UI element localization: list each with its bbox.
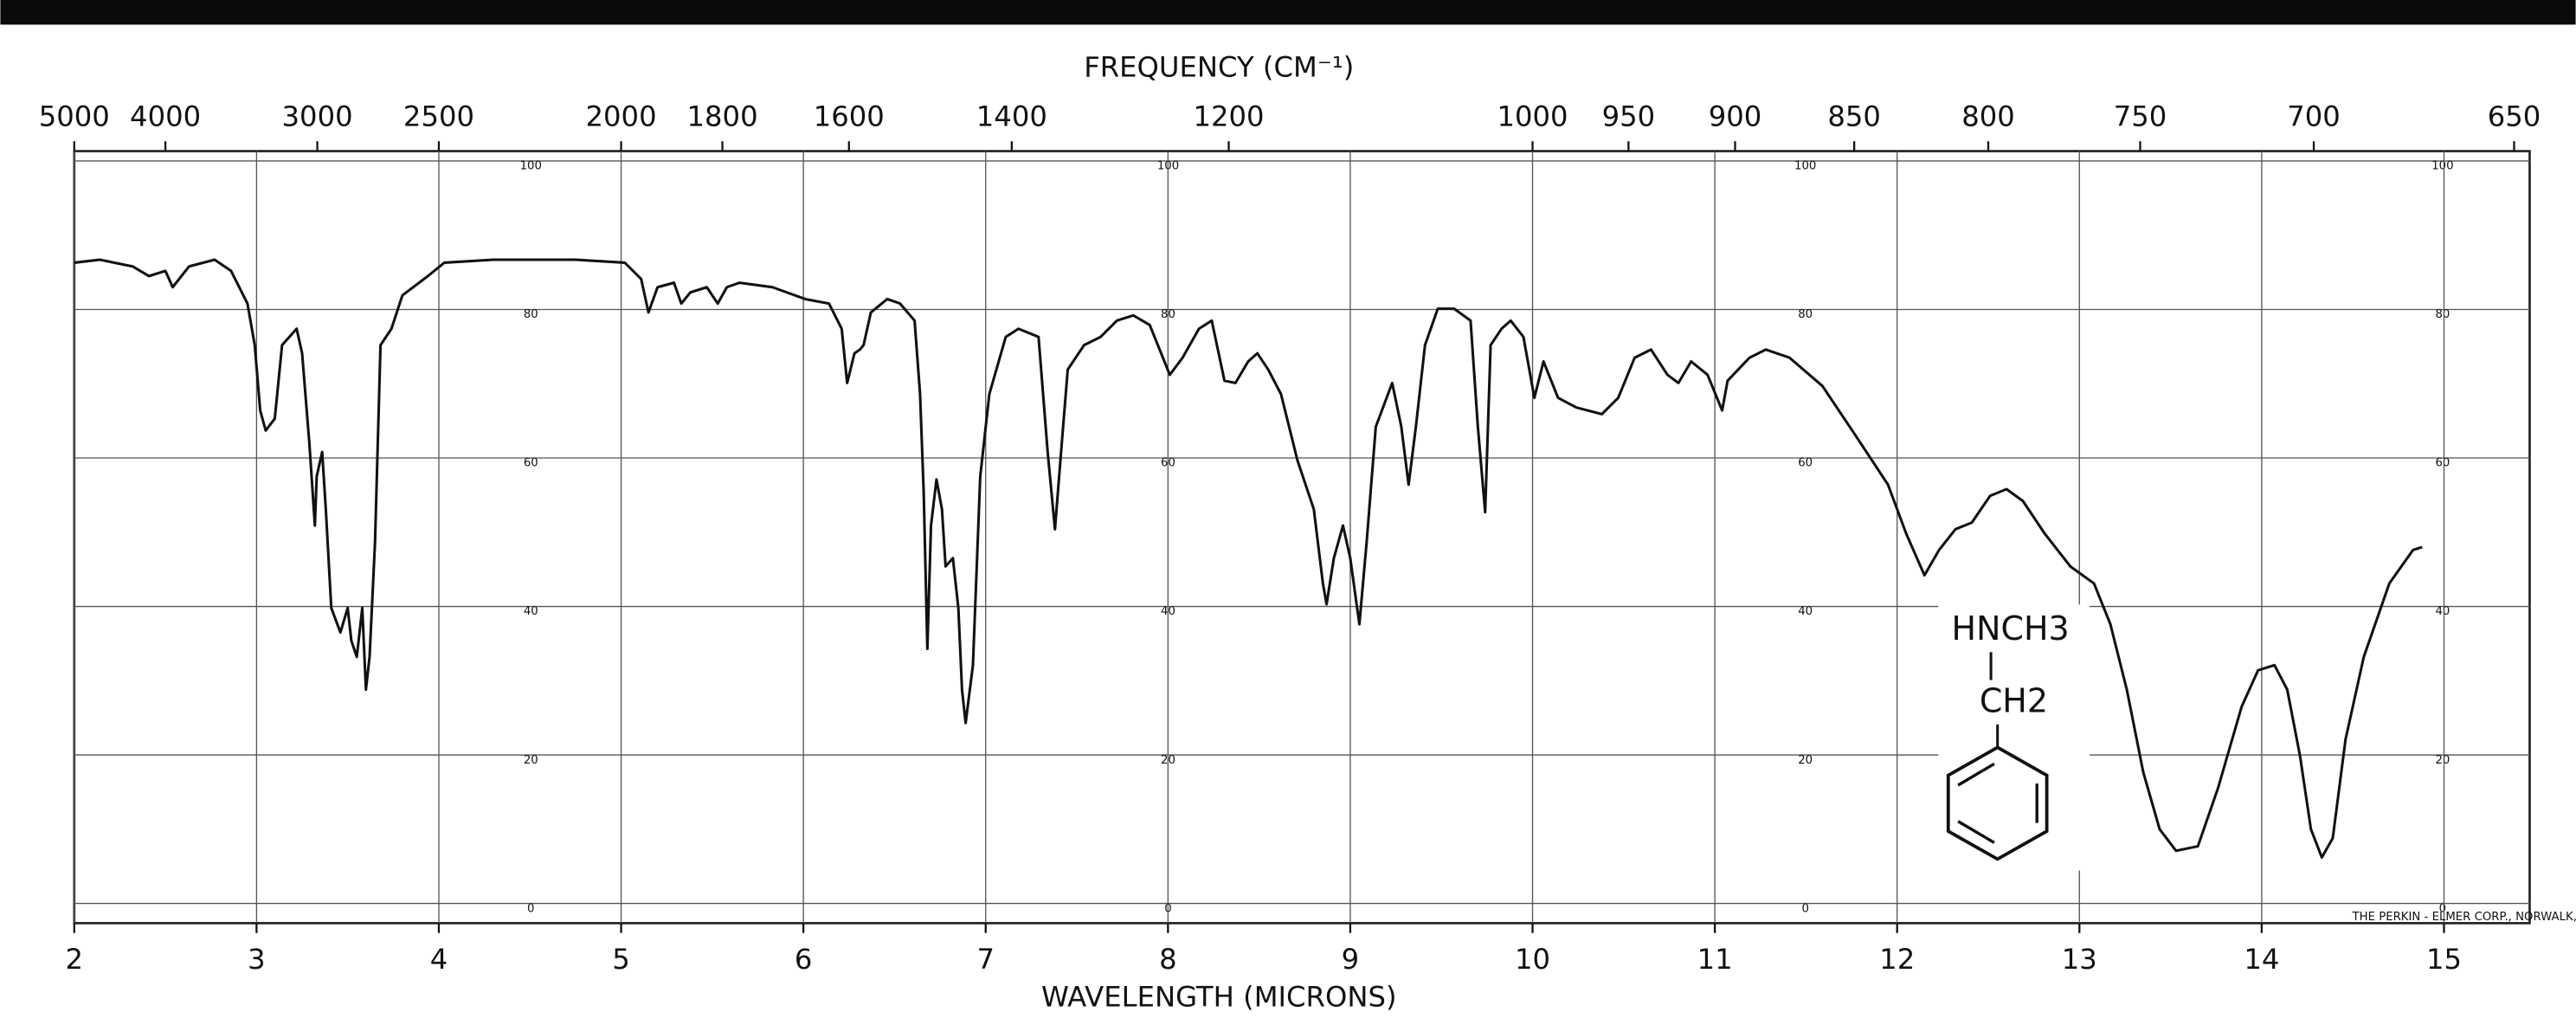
- structure-amine: HNCH3: [1952, 609, 2070, 648]
- x2-tick-label: 900: [1709, 100, 1762, 133]
- y-tick-label: 0: [1801, 902, 1808, 915]
- y-tick-label: 60: [2435, 457, 2450, 470]
- x2-tick-label: 3000: [282, 100, 353, 133]
- x-tick-label: 14: [2244, 943, 2279, 976]
- x-tick-label: 2: [66, 943, 84, 976]
- x2-tick-label: 800: [1961, 100, 2015, 133]
- x-tick-label: 6: [795, 943, 813, 976]
- y-tick-label: 100: [2431, 160, 2453, 173]
- x-tick-label: 5: [612, 943, 630, 976]
- y-tick-label: 20: [524, 754, 538, 767]
- x-tick-label: 4: [430, 943, 448, 976]
- structure: HNCH3 CH2: [1938, 604, 2090, 871]
- plot-area: 0000202020204040404060606060808080801001…: [39, 100, 2541, 976]
- y-tick-label: 40: [1798, 605, 1813, 618]
- x2-tick-label: 1000: [1497, 100, 1568, 133]
- x2-tick-label: 1800: [687, 100, 758, 133]
- y-tick-label: 40: [524, 605, 538, 618]
- x-tick-label: 7: [976, 943, 995, 976]
- top-band: [0, 0, 2576, 25]
- y-tick-label: 60: [1798, 457, 1813, 470]
- x-tick-label: 3: [248, 943, 266, 976]
- double-bond: [1957, 820, 1995, 844]
- x2-tick-label: 950: [1602, 100, 1656, 133]
- plot-frame: [73, 150, 2531, 925]
- x2-tick-label: 1400: [976, 100, 1047, 133]
- x-tick-label: 10: [1515, 943, 1550, 976]
- x2-tick-label: 4000: [130, 100, 201, 133]
- x-tick-label: 8: [1159, 943, 1177, 976]
- y-tick-label: 80: [524, 308, 538, 321]
- double-bond: [1957, 762, 1995, 787]
- spectrum-line: [74, 258, 2423, 859]
- benzene-ring: [1946, 745, 2049, 861]
- x-tick-label: 11: [1697, 943, 1733, 976]
- y-tick-label: 20: [2435, 754, 2450, 767]
- x2-tick-label: 850: [1827, 100, 1881, 133]
- x2-tick-label: 2000: [586, 100, 657, 133]
- y-tick-label: 60: [524, 457, 538, 470]
- frequency-axis-title: FREQUENCY (CM⁻¹): [1084, 51, 1354, 84]
- y-tick-label: 0: [527, 902, 534, 915]
- y-tick-label: 20: [1798, 754, 1813, 767]
- x-tick-label: 13: [2062, 943, 2097, 976]
- y-tick-label: 100: [520, 160, 542, 173]
- x2-tick-label: 1600: [814, 100, 885, 133]
- y-tick-label: 80: [1798, 308, 1813, 321]
- manufacturer-note: THE PERKIN - ELMER CORP., NORWALK, CONN.: [2352, 911, 2576, 924]
- structure-methylene: CH2: [1980, 682, 2048, 720]
- y-tick-label: 80: [2435, 308, 2450, 321]
- x2-tick-label: 650: [2488, 100, 2541, 133]
- wavelength-axis-title: WAVELENGTH (MICRONS): [1041, 981, 1396, 1014]
- x-tick-label: 12: [1879, 943, 1915, 976]
- y-tick-label: 40: [2435, 605, 2450, 618]
- y-tick-label: 0: [2439, 902, 2446, 915]
- y-tick-label: 100: [1794, 160, 1816, 173]
- x2-tick-label: 700: [2287, 100, 2341, 133]
- x2-tick-label: 5000: [39, 100, 110, 133]
- x-tick-label: 15: [2426, 943, 2462, 976]
- x2-tick-label: 2500: [403, 100, 474, 133]
- x2-tick-label: 1200: [1194, 100, 1265, 133]
- x2-tick-label: 750: [2114, 100, 2167, 133]
- x-tick-label: 9: [1342, 943, 1360, 976]
